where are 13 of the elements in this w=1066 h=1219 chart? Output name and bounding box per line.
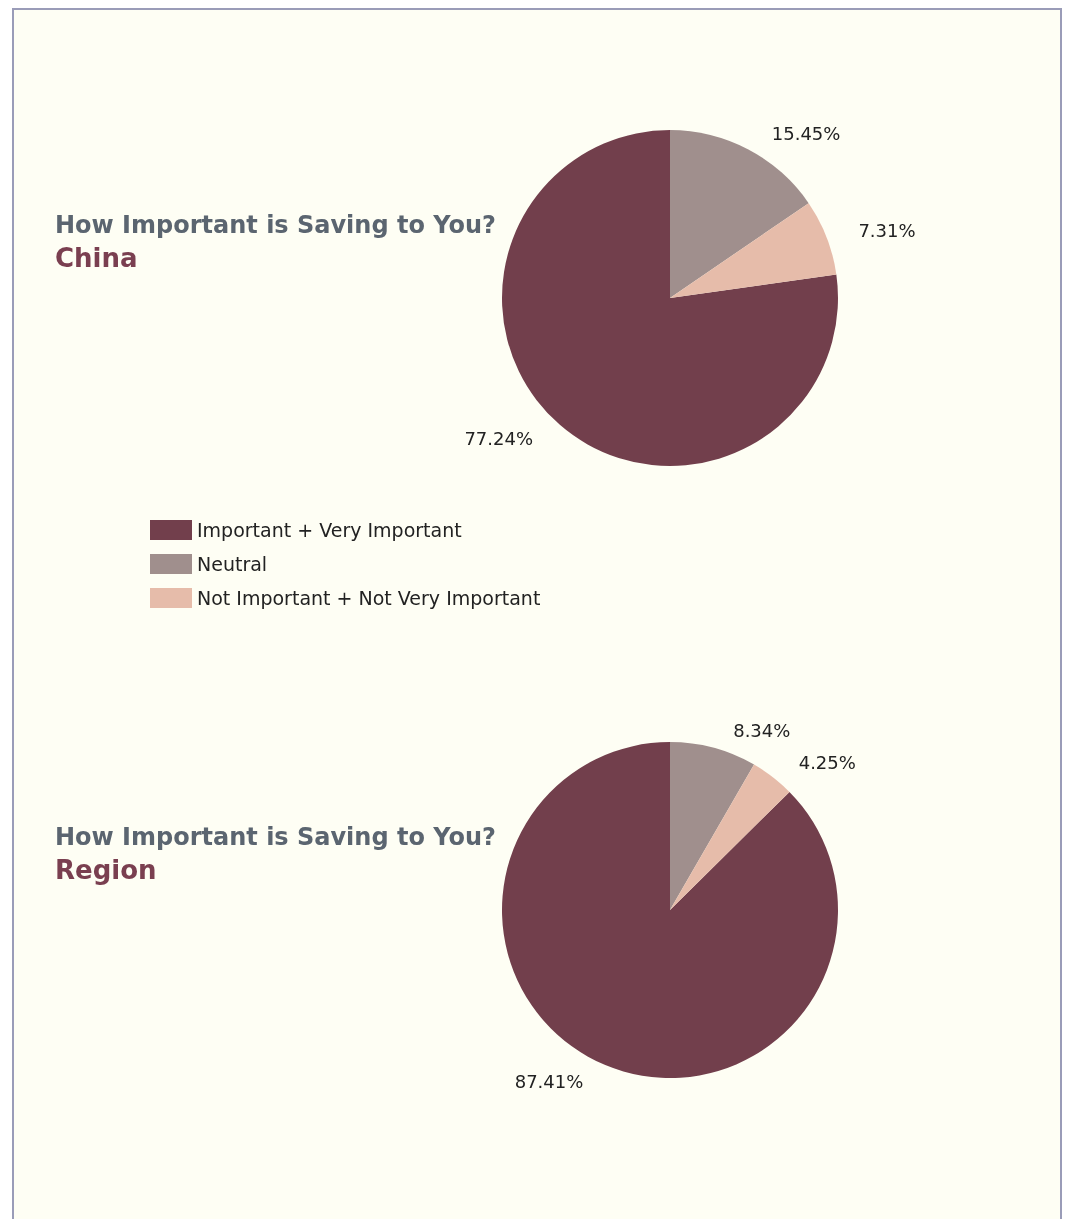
data-label: 7.31% (858, 220, 916, 242)
text: How Important is Saving to You? (55, 211, 496, 239)
legend-label: Not Important + Not Very Important (197, 587, 541, 609)
data-label: 77.24% (464, 427, 534, 449)
text: Region (55, 855, 157, 885)
legend-label: Neutral (197, 553, 268, 575)
data-label: 15.45% (771, 122, 841, 144)
data-label: 4.25% (798, 752, 856, 774)
legend-label: Important + Very Important (197, 519, 462, 541)
text: How Important is Saving to You? (55, 823, 496, 851)
text: China (55, 243, 138, 273)
data-label: 87.41% (514, 1071, 584, 1093)
data-label: 8.34% (733, 719, 791, 741)
